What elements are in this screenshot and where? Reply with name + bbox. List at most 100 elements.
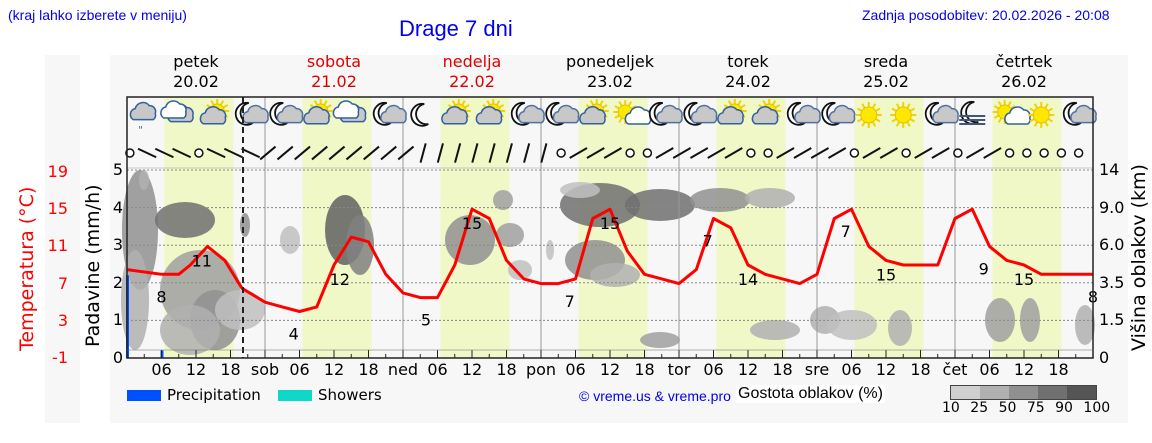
hour-label: 06	[703, 360, 724, 379]
temp-tick: 19	[47, 162, 68, 181]
density-tick: 90	[1055, 400, 1073, 416]
moon-cloud-icon	[1062, 101, 1097, 126]
svg-text:": "	[138, 125, 143, 136]
daylight-bands	[127, 97, 1093, 358]
precipitation-legend-label: Precipitation	[167, 386, 261, 404]
density-tick: 25	[970, 400, 989, 416]
precip-axis-title: Padavine (mm/h)	[82, 184, 104, 347]
showers-legend-label: Showers	[318, 386, 382, 404]
density-ticks: 10 25 50 75 90 100	[942, 400, 1110, 416]
temp-label: 15	[462, 214, 482, 233]
precipitation-swatch	[127, 390, 161, 401]
temp-label: 7	[841, 222, 851, 241]
sun-cloud-icon	[717, 99, 747, 125]
precip-tick: 2	[112, 272, 123, 292]
location-menu-hint[interactable]: (kraj lahko izberete v meniju)	[8, 7, 187, 23]
temp-label: 7	[565, 292, 575, 311]
temp-tick: -1	[52, 348, 68, 367]
moon-cloud-icon	[683, 101, 718, 126]
wind-barbs-row	[125, 143, 1084, 163]
cloud-height-tick: 14	[1099, 160, 1120, 179]
cloud-icon	[332, 100, 367, 123]
temp-label: 7	[703, 232, 713, 251]
sun-small-cloud-icon	[613, 100, 652, 125]
day-label-3: ponedeljek 23.02	[545, 52, 675, 92]
day-label-5: sreda 25.02	[821, 52, 951, 92]
day-short-label: ned	[387, 360, 419, 379]
temp-label: 15	[876, 265, 896, 284]
cloud-height-tick: 6.0	[1099, 235, 1125, 255]
moon-cloud-icon	[648, 101, 683, 126]
day-name: ponedeljek	[566, 52, 654, 71]
sun-cloud-icon	[441, 99, 471, 125]
day-name: petek	[173, 52, 219, 71]
day-short-label: pon	[525, 360, 557, 379]
temp-label: 9	[979, 259, 989, 278]
density-tick: 75	[1026, 400, 1045, 416]
density-tick: 10	[942, 400, 960, 416]
sun-cloud-icon	[475, 99, 506, 125]
hour-label: 06	[289, 360, 310, 379]
moon-cloud-icon	[545, 101, 580, 126]
grid-lines	[127, 97, 1093, 358]
cloud-height-tick: 9.0	[1099, 197, 1125, 217]
hour-label: 12	[737, 360, 759, 379]
hour-label: 18	[772, 360, 793, 379]
sun-small-cloud-icon	[992, 100, 1031, 125]
day-label-0: petek 20.02	[131, 52, 261, 92]
hour-label: 06	[565, 360, 586, 379]
sun-icon	[1028, 102, 1055, 128]
day-date: 22.02	[449, 72, 495, 91]
temp-tick: 15	[47, 199, 68, 219]
density-scale	[950, 385, 1097, 400]
day-short-label: čet	[942, 360, 968, 379]
day-date: 25.02	[863, 72, 909, 91]
hour-label: 06	[841, 360, 862, 379]
moon-icon	[410, 102, 429, 127]
moon-cloud-icon	[821, 101, 856, 126]
temp-label: 15	[600, 214, 620, 233]
showers-swatch	[278, 390, 312, 401]
moon-cloud-icon	[924, 101, 959, 126]
sun-cloud-icon	[199, 99, 230, 125]
sun-cloud-icon	[579, 99, 609, 125]
precip-tick: 1	[112, 310, 123, 330]
day-date: 26.02	[1001, 72, 1047, 91]
day-date: 21.02	[311, 72, 357, 91]
cloud-icon	[160, 100, 194, 123]
density-tick: 100	[1083, 400, 1111, 416]
moon-cloud-icon	[372, 101, 407, 126]
temp-label: 12	[330, 270, 350, 289]
day-date: 23.02	[587, 72, 633, 91]
hour-label: 18	[220, 360, 241, 379]
day-date: 24.02	[725, 72, 771, 91]
temp-tick: 7	[57, 273, 68, 293]
temp-label: 8	[156, 287, 166, 306]
temp-label: 5	[421, 311, 431, 330]
day-short-label: sob	[250, 360, 280, 379]
temp-label: 4	[289, 325, 299, 344]
hour-label: 12	[461, 360, 483, 379]
hour-label: 12	[185, 360, 207, 379]
day-date: 20.02	[173, 72, 219, 91]
day-label-1: sobota 21.02	[269, 52, 399, 92]
hour-ticks	[126, 349, 1094, 358]
temp-label: 11	[192, 251, 212, 270]
temp-label: 15	[1014, 270, 1034, 289]
hour-label: 18	[496, 360, 517, 379]
moon-cloud-icon	[269, 101, 304, 126]
density-90	[1067, 386, 1096, 399]
cloud-density-layer	[121, 170, 1095, 355]
hour-label: 06	[427, 360, 448, 379]
hour-label: 18	[1048, 360, 1069, 379]
moon-cloud-icon	[786, 101, 821, 126]
credit-link[interactable]: © vreme.us & vreme.pro	[579, 388, 731, 404]
day-label-6: četrtek 26.02	[959, 52, 1089, 92]
density-10	[951, 386, 980, 399]
precip-tick: 4	[112, 197, 123, 217]
cloud-height-tick: 0	[1099, 348, 1110, 367]
hour-label: 06	[979, 360, 1000, 379]
temp-axis-title: Temperatura (°C)	[16, 186, 38, 351]
hour-label: 18	[634, 360, 655, 379]
